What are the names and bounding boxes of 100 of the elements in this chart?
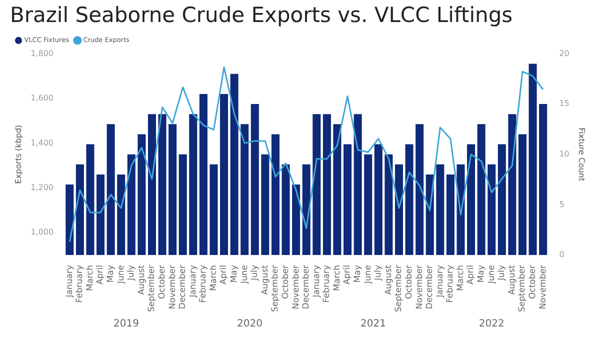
x-tick-label: September xyxy=(147,264,158,312)
bar xyxy=(446,174,454,256)
x-tick-label: September xyxy=(518,264,528,312)
x-tick-label: September xyxy=(394,264,404,312)
x-tick-label: May xyxy=(106,265,116,283)
bar xyxy=(292,184,300,256)
x-tick-label: June xyxy=(486,265,497,285)
x-tick-label: October xyxy=(528,264,538,300)
x-tick-label: May xyxy=(476,265,487,283)
y2-tick-label: 0 xyxy=(559,250,564,260)
bar xyxy=(312,114,321,256)
bar xyxy=(405,144,414,256)
x-tick-label: March xyxy=(332,265,342,291)
bar xyxy=(426,174,434,256)
text: 2022 xyxy=(478,318,504,330)
bar xyxy=(374,144,382,256)
bar xyxy=(282,164,290,256)
y-tick-label: 1,800 xyxy=(30,48,54,58)
x-tick-label: November xyxy=(538,264,548,310)
bar xyxy=(364,154,372,256)
y2-tick-label: 15 xyxy=(559,99,570,108)
x-tick-label: August xyxy=(384,264,394,295)
text: 2021 xyxy=(360,318,386,330)
bar xyxy=(240,124,249,256)
x-tick-label: January xyxy=(64,265,75,298)
x-tick-label: July xyxy=(126,265,137,282)
bar xyxy=(127,154,136,256)
bar xyxy=(416,124,424,256)
x-tick-label: October xyxy=(280,264,291,300)
x-tick-label: April xyxy=(342,265,353,284)
y2-axis-title: Fixture Count xyxy=(577,128,586,182)
bar xyxy=(117,174,126,256)
y2-tick-label: 5 xyxy=(559,200,564,209)
x-tick-label: April xyxy=(466,265,476,284)
x-tick-label: December xyxy=(178,264,188,310)
bar xyxy=(158,114,166,256)
x-tick-label: November xyxy=(168,264,178,310)
x-tick-label: June xyxy=(363,265,374,285)
x-tick-label: December xyxy=(425,264,436,310)
bar xyxy=(66,184,74,256)
bar xyxy=(168,124,177,256)
y-tick-label: 1,200 xyxy=(30,182,54,192)
x-tick-label: June xyxy=(240,265,250,285)
x-tick-label: April xyxy=(219,265,230,284)
bar xyxy=(210,164,218,256)
x-tick-label: January xyxy=(188,265,198,298)
x-tick-label: March xyxy=(85,265,96,291)
x-tick-label: August xyxy=(260,264,270,295)
x-tick-label: February xyxy=(322,265,332,303)
x-tick-label: October xyxy=(157,264,168,300)
x-tick-label: September xyxy=(270,264,281,312)
y-tick-label: 1,000 xyxy=(30,228,54,237)
x-tick-label: June xyxy=(116,265,126,285)
bar xyxy=(189,114,198,256)
bar xyxy=(508,114,516,256)
bar xyxy=(199,94,208,256)
bar xyxy=(436,164,444,256)
bar xyxy=(498,144,506,256)
bar xyxy=(148,114,156,256)
bar xyxy=(394,164,403,256)
bar xyxy=(230,74,238,256)
x-tick-label: December xyxy=(302,264,312,310)
text: 2019 xyxy=(114,318,139,330)
bar xyxy=(250,104,259,256)
x-tick-label: May xyxy=(230,265,240,283)
bar xyxy=(344,144,352,256)
x-tick-label: November xyxy=(414,264,425,310)
bar xyxy=(261,154,270,256)
x-tick-label: October xyxy=(404,264,414,300)
y-tick-label: 1,400 xyxy=(30,138,54,148)
x-tick-label: November xyxy=(291,264,302,310)
bar xyxy=(354,114,362,256)
bar xyxy=(528,64,537,256)
bar xyxy=(302,164,310,256)
x-tick-label: August xyxy=(136,264,147,295)
x-tick-label: May xyxy=(353,265,364,283)
bar xyxy=(333,124,342,256)
bar xyxy=(220,94,228,256)
x-tick-label: August xyxy=(507,264,518,295)
bar xyxy=(86,144,94,256)
bar xyxy=(467,144,476,256)
x-tick-label: July xyxy=(250,265,260,282)
x-tick-label: July xyxy=(374,265,384,282)
bar xyxy=(178,154,187,256)
x-tick-label: April xyxy=(96,265,106,284)
x-tick-label: February xyxy=(75,265,86,303)
x-tick-label: January xyxy=(312,265,322,298)
bar xyxy=(106,124,115,256)
bar xyxy=(138,134,146,256)
x-tick-label: February xyxy=(446,265,456,303)
x-tick-label: March xyxy=(208,265,219,291)
bar xyxy=(322,114,331,256)
bar xyxy=(76,164,84,256)
bar xyxy=(271,134,280,256)
bar xyxy=(96,174,105,256)
chart-title: Brazil Seaborne Crude Exports vs. VLCC Liftings xyxy=(10,3,513,28)
bar xyxy=(539,104,548,256)
x-tick-label: March xyxy=(456,265,466,291)
x-tick-label: July xyxy=(497,265,508,282)
text: 2020 xyxy=(237,318,262,330)
